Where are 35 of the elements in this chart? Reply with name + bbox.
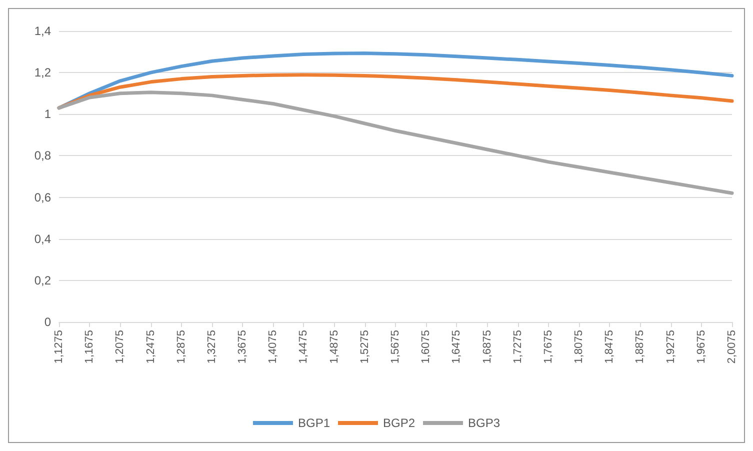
x-tick-label: 1,3675 [236, 330, 249, 364]
x-tick-label: 1,7275 [512, 330, 524, 364]
x-tick-label: 1,4875 [328, 330, 340, 364]
x-tick-label: 1,2475 [144, 330, 157, 364]
y-tick-label: 0 [44, 315, 52, 329]
x-tick-label: 1,2075 [114, 330, 126, 364]
x-tick-label: 1,5275 [358, 330, 371, 364]
x-tick-label: 1,9675 [695, 330, 708, 364]
y-tick-label: 1,4 [34, 24, 52, 38]
y-tick-label: 1 [44, 107, 52, 122]
x-tick-label: 1,8475 [604, 330, 616, 364]
y-tick-label: 0,6 [34, 190, 52, 204]
x-tick-label: 1,1675 [84, 330, 96, 364]
x-tick-label: 1,8875 [634, 330, 646, 364]
x-tick-label: 1,7675 [542, 330, 554, 364]
x-tick-label: 2,0075 [726, 330, 738, 364]
y-tick-label: 0,4 [34, 232, 52, 246]
legend-label: BGP3 [468, 416, 500, 430]
x-tick-label: 1,2875 [175, 330, 188, 364]
legend-label: BGP1 [298, 416, 330, 430]
x-tick-label: 1,4075 [267, 330, 280, 364]
line-series [57, 90, 734, 195]
x-tick-label: 1,5675 [390, 330, 402, 364]
x-tick-label: 1,3275 [206, 330, 218, 364]
y-tick-label: 1,2 [34, 66, 52, 80]
x-tick-label: 1,6075 [420, 330, 432, 364]
x-tick-label: 1,4475 [298, 330, 310, 364]
legend-label: BGP2 [382, 416, 416, 430]
x-tick-label: 1,6475 [450, 330, 463, 364]
y-tick-label: 0,8 [34, 148, 52, 163]
x-tick-label: 1,6875 [481, 330, 494, 364]
x-tick-label: 1,8075 [573, 330, 586, 364]
x-tick-label: 1,1275 [53, 330, 65, 364]
y-tick-label: 0,2 [34, 273, 52, 288]
x-tick-label: 1,9275 [664, 330, 677, 364]
